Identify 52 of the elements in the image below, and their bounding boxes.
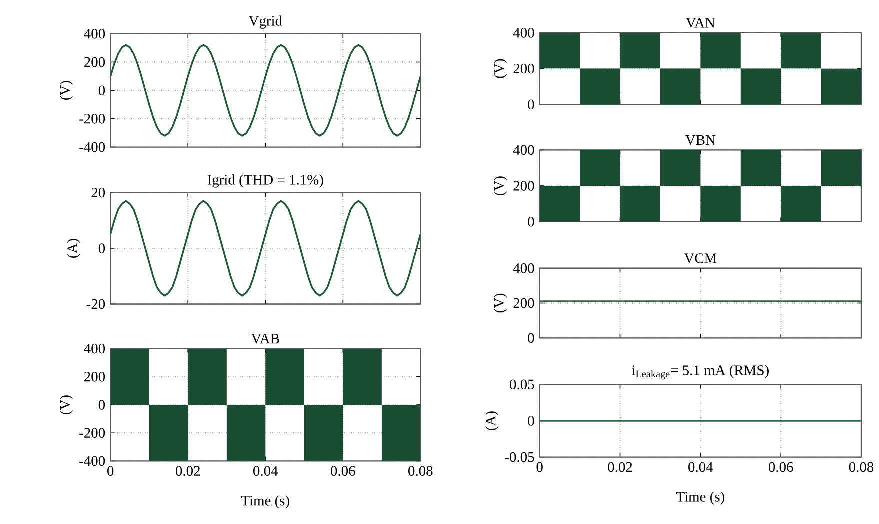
y-tick-label: 0 bbox=[528, 333, 534, 343]
x-axis-title: Time (s) bbox=[241, 496, 290, 509]
chart-title: VAB bbox=[251, 334, 280, 344]
y-tick-label: 0 bbox=[98, 244, 106, 254]
y-tick-label: 20 bbox=[92, 188, 106, 198]
y-axis-title: (V) bbox=[60, 81, 74, 100]
y-tick-label: 200 bbox=[514, 64, 534, 74]
line-series bbox=[110, 44, 421, 137]
y-tick-label: 400 bbox=[513, 263, 534, 274]
x-tick-label: 0.06 bbox=[768, 462, 794, 472]
y-tick-label: 0 bbox=[528, 216, 534, 227]
y-tick-label: 200 bbox=[514, 181, 534, 191]
y-tick-label: 200 bbox=[84, 57, 106, 68]
y-tick-label: 0 bbox=[98, 86, 106, 96]
x-tick-label: 0.08 bbox=[849, 462, 874, 472]
y-axis-title: (V) bbox=[494, 294, 508, 313]
x-tick-label: 0.04 bbox=[688, 462, 714, 472]
chart-title: VAN bbox=[686, 18, 716, 28]
x-tick-label: 0.02 bbox=[608, 462, 632, 472]
x-axis-title: Time (s) bbox=[676, 492, 724, 505]
y-tick-label: 0 bbox=[528, 416, 534, 426]
chart-title: VCM bbox=[684, 254, 717, 264]
x-tick-label: 0.08 bbox=[408, 466, 433, 476]
y-axis-title: (V) bbox=[494, 59, 508, 78]
y-axis-title: (A) bbox=[486, 412, 499, 430]
x-tick-label: 0.06 bbox=[331, 466, 356, 476]
y-axis-title: (V) bbox=[60, 396, 74, 414]
y-tick-label: -200 bbox=[80, 114, 106, 124]
y-tick-label: 400 bbox=[84, 344, 106, 354]
y-tick-label: 200 bbox=[514, 298, 534, 308]
y-tick-label: -400 bbox=[80, 456, 106, 466]
y-tick-label: 400 bbox=[513, 28, 534, 38]
x-tick-label: 0.02 bbox=[176, 466, 200, 476]
x-tick-label: 0 bbox=[108, 466, 114, 476]
y-tick-label: 400 bbox=[84, 28, 106, 39]
y-tick-label: -400 bbox=[80, 142, 106, 152]
y-tick-label: 200 bbox=[84, 372, 106, 382]
y-tick-label: 0 bbox=[98, 400, 106, 410]
chart-title: Vgrid bbox=[248, 16, 282, 29]
chart-title: i$_{Leakage}$= 5.1 mA (RMS) bbox=[632, 365, 769, 380]
x-tick-label: 0.04 bbox=[254, 466, 278, 476]
y-tick-label: -20 bbox=[86, 299, 106, 310]
y-tick-label: 0 bbox=[528, 100, 534, 110]
y-axis-title: (A) bbox=[67, 239, 80, 258]
y-tick-label: 0.05 bbox=[510, 380, 534, 390]
chart-title: Igrid (THD = 1.1%) bbox=[208, 174, 324, 188]
y-tick-label: 400 bbox=[513, 145, 534, 155]
chart-title: VBN bbox=[686, 135, 716, 146]
y-tick-label: -0.05 bbox=[505, 452, 534, 462]
y-tick-label: -200 bbox=[80, 428, 106, 438]
y-axis-title: (V) bbox=[494, 176, 508, 196]
x-tick-label: 0 bbox=[536, 462, 543, 472]
